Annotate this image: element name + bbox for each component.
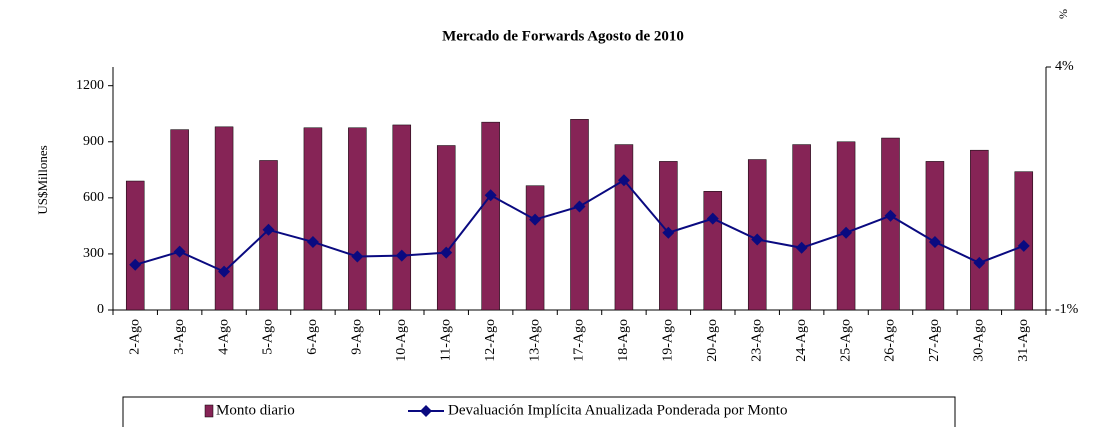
- marker: [129, 258, 142, 271]
- y-tick-label: 300: [83, 246, 104, 261]
- x-tick-label: 20-Ago: [705, 319, 720, 362]
- marker: [840, 226, 853, 239]
- bar: [970, 149, 989, 311]
- bar: [525, 185, 545, 311]
- bar: [792, 144, 811, 311]
- x-tick-label: 4-Ago: [216, 319, 231, 355]
- legend-box: [122, 396, 956, 427]
- y-tick-label: 900: [83, 134, 104, 149]
- bar: [348, 127, 367, 311]
- marker: [928, 235, 941, 248]
- y-tick-label: 0: [97, 302, 104, 317]
- marker: [884, 209, 897, 222]
- legend-label: Devaluación Implícita Anualizada Pondera…: [448, 402, 787, 418]
- x-tick-label: 27-Ago: [927, 319, 942, 362]
- bar: [836, 141, 856, 311]
- bar: [925, 161, 945, 311]
- marker: [751, 233, 764, 246]
- marker: [706, 212, 719, 225]
- legend-label: Monto diario: [216, 402, 295, 418]
- x-tick-label: 26-Ago: [883, 319, 898, 362]
- x-tick-label: 6-Ago: [305, 319, 320, 355]
- x-tick-label: 18-Ago: [616, 319, 631, 362]
- x-tick-label: 31-Ago: [1016, 319, 1031, 362]
- y2-tick-label: 4%: [1055, 59, 1074, 74]
- marker: [617, 174, 630, 187]
- marker: [573, 200, 586, 213]
- marker: [306, 235, 319, 248]
- x-tick-label: 5-Ago: [261, 319, 276, 355]
- marker: [440, 246, 453, 259]
- marker: [795, 241, 808, 254]
- marker: [351, 250, 364, 263]
- bar: [703, 191, 723, 311]
- legend-swatch: [204, 404, 214, 418]
- bar: [481, 121, 500, 311]
- x-tick-label: 23-Ago: [749, 319, 764, 362]
- marker: [173, 245, 186, 258]
- x-tick-label: 24-Ago: [794, 319, 809, 362]
- chart-title: Mercado de Forwards Agosto de 2010: [442, 28, 684, 44]
- bar: [214, 126, 234, 311]
- marker: [662, 226, 675, 239]
- marker: [529, 213, 542, 226]
- y-tick-label: 1200: [76, 78, 104, 93]
- y-tick-label: 600: [83, 190, 104, 205]
- y-axis-label: US$Millones: [35, 145, 50, 214]
- x-tick-label: 2-Ago: [127, 319, 142, 355]
- marker: [218, 265, 231, 278]
- x-tick-label: 19-Ago: [661, 319, 676, 362]
- bar: [303, 127, 323, 311]
- x-tick-label: 17-Ago: [572, 319, 587, 362]
- bar: [614, 144, 634, 311]
- marker: [395, 249, 408, 262]
- x-tick-label: 12-Ago: [483, 319, 498, 362]
- x-tick-label: 25-Ago: [838, 319, 853, 362]
- x-tick-label: 9-Ago: [350, 319, 365, 355]
- bar: [570, 119, 589, 311]
- legend-marker: [420, 405, 432, 417]
- bar: [436, 145, 456, 311]
- x-tick-label: 11-Ago: [438, 319, 453, 361]
- x-tick-label: 3-Ago: [172, 319, 187, 355]
- marker: [973, 256, 986, 269]
- marker: [484, 189, 497, 202]
- x-tick-label: 10-Ago: [394, 319, 409, 362]
- y2-tick-label: -1%: [1055, 302, 1079, 317]
- bar: [392, 124, 412, 311]
- bar: [881, 137, 900, 311]
- x-tick-label: 30-Ago: [972, 319, 987, 362]
- marker: [1017, 239, 1030, 252]
- y2-axis-label: %: [1056, 9, 1070, 19]
- bar: [170, 129, 189, 311]
- bar: [125, 180, 145, 311]
- marker: [262, 223, 275, 236]
- x-tick-label: 13-Ago: [527, 319, 542, 362]
